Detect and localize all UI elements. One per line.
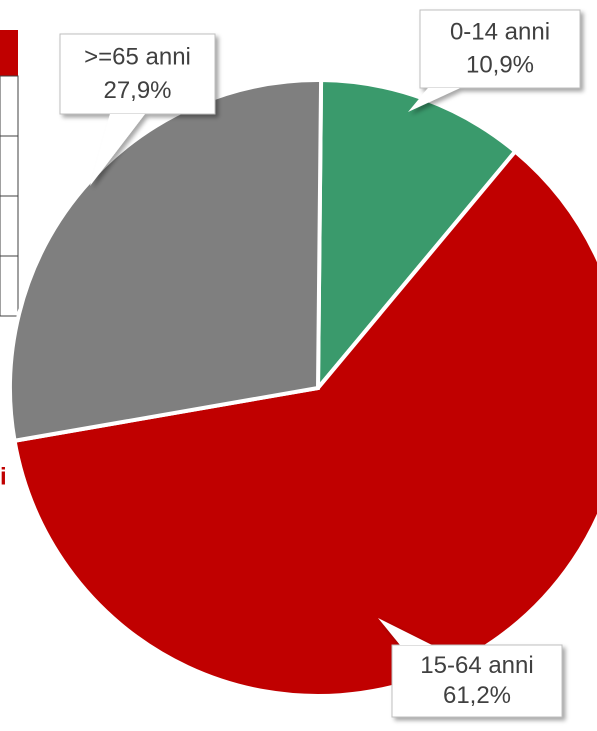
callout-box [391, 644, 563, 718]
callout [378, 618, 563, 718]
category-label: >=65 anni [84, 43, 191, 70]
category-label: 0-14 anni [450, 19, 550, 46]
category-label: 15-64 anni [420, 652, 533, 679]
pie-slice [8, 78, 324, 444]
value-label: 10,9% [466, 52, 534, 79]
callout-box [419, 9, 581, 89]
annotation: i [0, 463, 7, 490]
callout-pointer [90, 114, 145, 186]
callout-box [59, 33, 216, 115]
callout-pointer [408, 88, 460, 112]
value-label: 61,2% [443, 682, 511, 709]
cropped-table [0, 30, 19, 317]
labels: 0-14 anni 10,9% 15-64 anni 61,2% >=65 anni 27… [59, 9, 581, 718]
pie [8, 77, 597, 698]
callout [59, 33, 216, 186]
table-header [0, 30, 18, 76]
callout [408, 9, 581, 112]
value-label: 27,9% [103, 77, 171, 104]
callout-pointer [378, 618, 432, 645]
